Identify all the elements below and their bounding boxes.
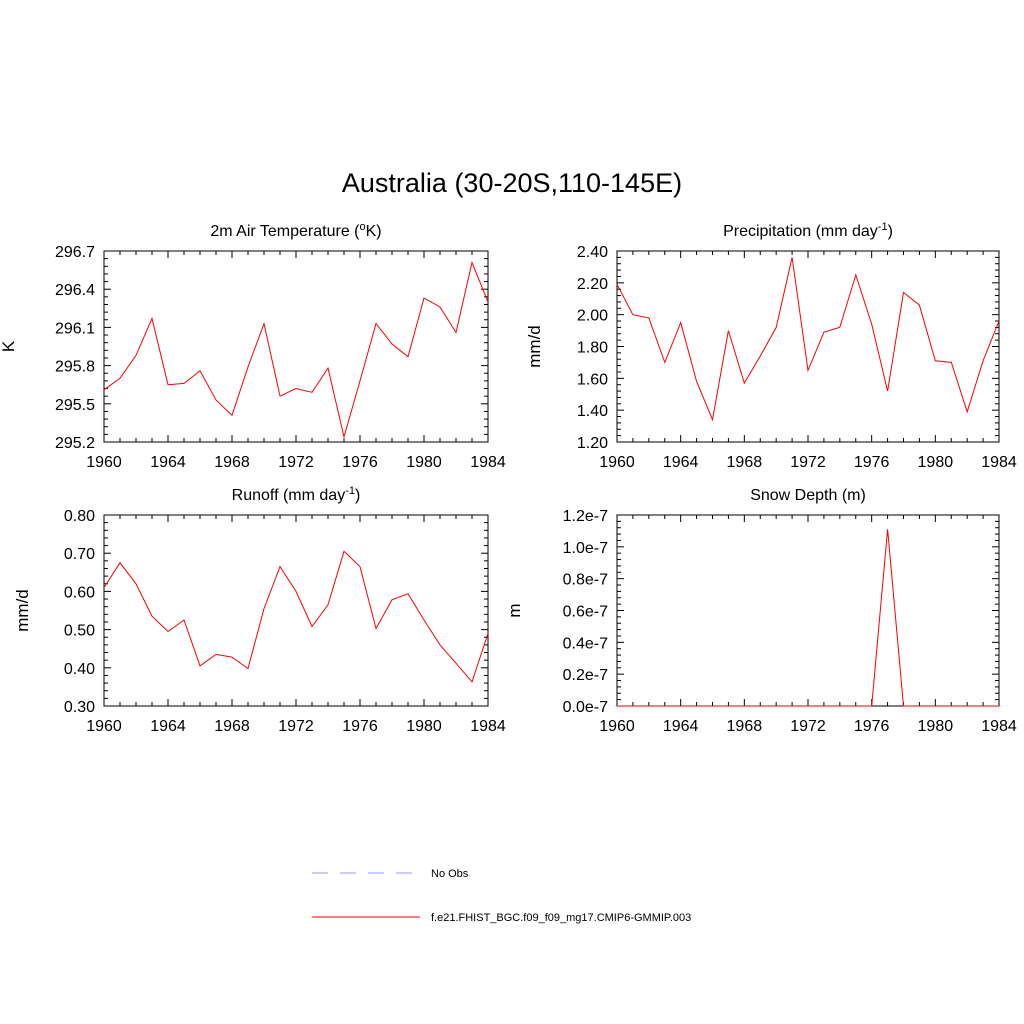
panel-4-x-tick-label: 1980 xyxy=(918,718,954,735)
panel-3-y-tick-label: 0.70 xyxy=(64,546,95,563)
panel-1-y-tick-label: 295.2 xyxy=(55,435,95,452)
panel-2-x-tick-label: 1960 xyxy=(599,454,635,471)
panel-2-title: Precipitation (mm day-1) xyxy=(723,221,893,240)
panel-3-x-tick-label: 1960 xyxy=(86,718,122,735)
panel-3-series-1-line xyxy=(103,550,489,683)
panel-2-y-tick-label: 2.00 xyxy=(577,308,608,325)
panel-3-frame xyxy=(103,514,489,707)
panel-1-x-tick-label: 1972 xyxy=(278,454,314,471)
panel-4-x-tick-label: 1984 xyxy=(981,718,1017,735)
panel-2-y-tick-label: 2.40 xyxy=(577,244,608,261)
panel-2-y-tick-label: 2.20 xyxy=(577,276,608,293)
figure-title: Australia (30-20S,110-145E) xyxy=(341,168,683,198)
panel-2-series-1-line xyxy=(616,257,1000,422)
panel-1-x-tick-label: 1964 xyxy=(150,454,186,471)
panel-4-x-tick-label: 1972 xyxy=(790,718,826,735)
panel-2-x-tick-label: 1984 xyxy=(981,454,1017,471)
panel-1-x-tick-label: 1968 xyxy=(214,454,250,471)
panel-2-y-tick-label: 1.80 xyxy=(577,340,608,357)
panel-4-y-tick-label: 0.8e-7 xyxy=(563,572,608,589)
panel-4-x-tick-label: 1976 xyxy=(854,718,890,735)
panel-4-title: Snow Depth (m) xyxy=(750,487,866,504)
panel-4-x-tick-label: 1968 xyxy=(727,718,763,735)
panel-2-y-tick-label: 1.60 xyxy=(577,371,608,388)
panel-2-y-axis-label: mm/d xyxy=(525,325,544,368)
panel-3-y-axis-label: mm/d xyxy=(13,589,32,632)
panel-2-x-tick-label: 1976 xyxy=(854,454,890,471)
panel-3-x-tick-label: 1976 xyxy=(342,718,378,735)
panel-1-y-tick-label: 296.7 xyxy=(55,244,95,261)
panel-3-y-tick-label: 0.60 xyxy=(64,584,95,601)
panel-3-x-tick-label: 1980 xyxy=(406,718,442,735)
panel-4-frame xyxy=(616,514,1000,707)
panel-1-y-axis-label: K xyxy=(0,340,18,352)
panel-1-series-1-line xyxy=(103,260,489,439)
panel-4-y-tick-label: 0.6e-7 xyxy=(563,604,608,621)
legend-model-label: f.e21.FHIST_BGC.f09_f09_mg17.CMIP6-GMMIP… xyxy=(431,912,691,924)
panel-2-x-tick-label: 1964 xyxy=(663,454,699,471)
panel-4-x-tick-label: 1964 xyxy=(663,718,699,735)
panel-3-y-tick-label: 0.50 xyxy=(64,623,95,640)
panel-1-y-tick-label: 295.5 xyxy=(55,397,95,414)
panel-2-y-tick-label: 1.40 xyxy=(577,403,608,420)
panel-1-x-tick-label: 1980 xyxy=(406,454,442,471)
panel-4-y-axis-label: m xyxy=(505,603,524,617)
panel-1-title: 2m Air Temperature (oK) xyxy=(210,221,381,240)
panel-2-x-tick-label: 1968 xyxy=(727,454,763,471)
panel-2-x-tick-label: 1972 xyxy=(790,454,826,471)
panel-3-y-tick-label: 0.80 xyxy=(64,508,95,525)
panel-3-y-tick-label: 0.30 xyxy=(64,699,95,716)
panel-3-x-tick-label: 1972 xyxy=(278,718,314,735)
panel-4-y-tick-label: 1.2e-7 xyxy=(563,508,608,525)
panel-1-frame xyxy=(103,250,489,443)
panel-1-x-tick-label: 1976 xyxy=(342,454,378,471)
panel-4-y-tick-label: 1.0e-7 xyxy=(563,540,608,557)
panel-1-y-tick-label: 295.8 xyxy=(55,359,95,376)
panel-4-y-tick-label: 0.2e-7 xyxy=(563,667,608,684)
panel-4-y-tick-label: 0.0e-7 xyxy=(563,699,608,716)
panel-2-x-tick-label: 1980 xyxy=(918,454,954,471)
panel-3-title: Runoff (mm day-1) xyxy=(232,485,361,504)
panel-3-x-tick-label: 1964 xyxy=(150,718,186,735)
panel-1-y-tick-label: 296.1 xyxy=(55,320,95,337)
legend-obs-label: No Obs xyxy=(431,868,469,880)
panel-4-series-1-line xyxy=(617,529,999,707)
panel-2-y-tick-label: 1.20 xyxy=(577,435,608,452)
panel-3-x-tick-label: 1968 xyxy=(214,718,250,735)
panel-4-x-tick-label: 1960 xyxy=(599,718,635,735)
panel-2-frame xyxy=(616,250,1000,443)
panel-3-y-tick-label: 0.40 xyxy=(64,661,95,678)
panel-4-y-tick-label: 0.4e-7 xyxy=(563,635,608,652)
panel-1-y-tick-label: 296.4 xyxy=(55,282,95,299)
panel-3-x-tick-label: 1984 xyxy=(470,718,506,735)
panel-1-x-tick-label: 1960 xyxy=(86,454,122,471)
panel-1-x-tick-label: 1984 xyxy=(470,454,506,471)
